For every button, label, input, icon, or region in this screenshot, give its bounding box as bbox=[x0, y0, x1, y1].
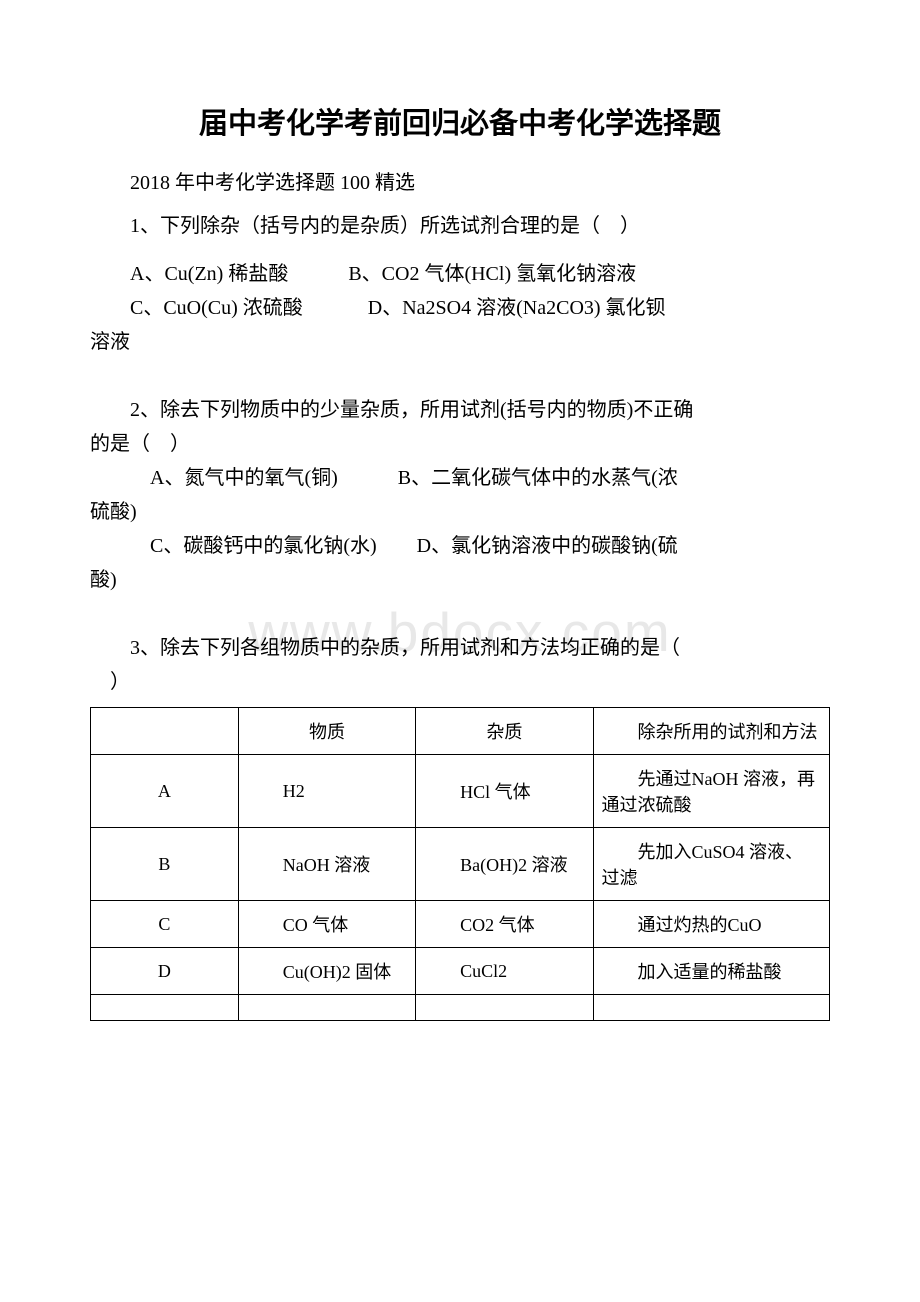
cell: 通过灼热的CuO bbox=[593, 901, 829, 948]
cell: B bbox=[91, 828, 239, 901]
header-cell: 除杂所用的试剂和方法 bbox=[593, 708, 829, 755]
cell: D bbox=[91, 948, 239, 995]
table-row: D Cu(OH)2 固体 CuCl2 加入适量的稀盐酸 bbox=[91, 948, 830, 995]
cell: H2 bbox=[238, 755, 415, 828]
q3-stem-l2: ） bbox=[90, 665, 830, 699]
q2-opt-b-cont: 硫酸) bbox=[90, 495, 830, 529]
cell: Cu(OH)2 固体 bbox=[238, 948, 415, 995]
header-cell: 杂质 bbox=[416, 708, 593, 755]
header-cell: 物质 bbox=[238, 708, 415, 755]
q2-options: A、氮气中的氧气(铜) B、二氧化碳气体中的水蒸气(浓 硫酸) C、碳酸钙中的氯… bbox=[90, 461, 830, 597]
header-cell bbox=[91, 708, 239, 755]
table-row: C CO 气体 CO2 气体 通过灼热的CuO bbox=[91, 901, 830, 948]
q2-opt-b: B、二氧化碳气体中的水蒸气(浓 bbox=[398, 467, 678, 489]
cell: CO2 气体 bbox=[416, 901, 593, 948]
q2-opt-c: C、碳酸钙中的氯化钠(水) bbox=[150, 535, 377, 557]
q2-opt-a: A、氮气中的氧气(铜) bbox=[150, 467, 338, 489]
cell bbox=[593, 995, 829, 1021]
cell: CuCl2 bbox=[416, 948, 593, 995]
cell: HCl 气体 bbox=[416, 755, 593, 828]
cell: 先通过NaOH 溶液，再通过浓硫酸 bbox=[593, 755, 829, 828]
q1-opt-d: D、Na2SO4 溶液(Na2CO3) 氯化钡 bbox=[368, 297, 666, 319]
q2-stem-l1: 2、除去下列物质中的少量杂质，所用试剂(括号内的物质)不正确 bbox=[90, 393, 830, 427]
table-header-row: 物质 杂质 除杂所用的试剂和方法 bbox=[91, 708, 830, 755]
cell bbox=[416, 995, 593, 1021]
q2-opt-d: D、氯化钠溶液中的碳酸钠(硫 bbox=[417, 535, 678, 557]
cell: NaOH 溶液 bbox=[238, 828, 415, 901]
q1-opt-d-cont: 溶液 bbox=[90, 325, 830, 359]
q2-stem-l2: 的是（ ） bbox=[90, 427, 830, 461]
q1-opt-c: C、CuO(Cu) 浓硫酸 bbox=[130, 297, 303, 319]
q1-stem: 1、下列除杂（括号内的是杂质）所选试剂合理的是（ ） bbox=[90, 209, 830, 243]
table-empty-row bbox=[91, 995, 830, 1021]
table-row: B NaOH 溶液 Ba(OH)2 溶液 先加入CuSO4 溶液、过滤 bbox=[91, 828, 830, 901]
cell: A bbox=[91, 755, 239, 828]
q1-opt-b: B、CO2 气体(HCl) 氢氧化钠溶液 bbox=[348, 263, 636, 285]
cell: CO 气体 bbox=[238, 901, 415, 948]
subtitle: 2018 年中考化学选择题 100 精选 bbox=[90, 166, 830, 195]
q1-opt-a: A、Cu(Zn) 稀盐酸 bbox=[130, 263, 288, 285]
document-content: 届中考化学考前回归必备中考化学选择题 2018 年中考化学选择题 100 精选 … bbox=[90, 100, 830, 1021]
cell bbox=[238, 995, 415, 1021]
cell: 先加入CuSO4 溶液、过滤 bbox=[593, 828, 829, 901]
q2-opt-d-cont: 酸) bbox=[90, 563, 830, 597]
q1-options: A、Cu(Zn) 稀盐酸 B、CO2 气体(HCl) 氢氧化钠溶液 C、CuO(… bbox=[90, 257, 830, 359]
q3-table: 物质 杂质 除杂所用的试剂和方法 A H2 HCl 气体 先通过NaOH 溶液，… bbox=[90, 707, 830, 1021]
cell: Ba(OH)2 溶液 bbox=[416, 828, 593, 901]
cell: 加入适量的稀盐酸 bbox=[593, 948, 829, 995]
cell bbox=[91, 995, 239, 1021]
q3-stem-l1: 3、除去下列各组物质中的杂质，所用试剂和方法均正确的是（ bbox=[90, 631, 830, 665]
cell: C bbox=[91, 901, 239, 948]
page-title: 届中考化学考前回归必备中考化学选择题 bbox=[90, 100, 830, 142]
table-row: A H2 HCl 气体 先通过NaOH 溶液，再通过浓硫酸 bbox=[91, 755, 830, 828]
